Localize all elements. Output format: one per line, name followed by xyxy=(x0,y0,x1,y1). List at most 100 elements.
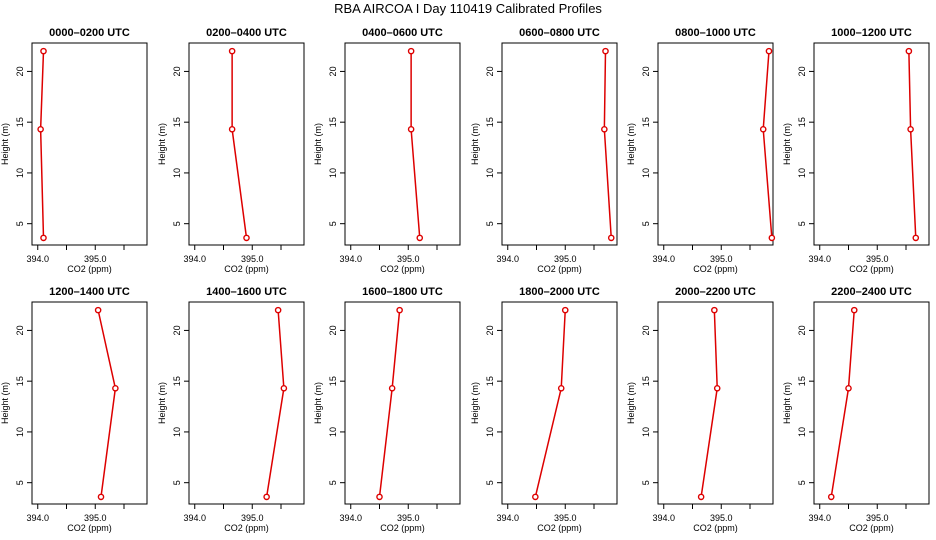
x-axis-label: CO2 (ppm) xyxy=(537,264,582,274)
y-tick-label: 20 xyxy=(641,325,651,335)
data-point xyxy=(907,125,914,133)
y-tick-label: 5 xyxy=(797,480,807,485)
x-axis-label: CO2 (ppm) xyxy=(380,264,425,274)
data-point xyxy=(94,306,102,314)
plot-frame xyxy=(344,42,461,246)
data-point xyxy=(765,47,773,55)
data-point xyxy=(759,125,767,133)
x-axis-label: CO2 (ppm) xyxy=(849,523,894,533)
data-point xyxy=(602,47,609,55)
data-point xyxy=(532,493,539,501)
y-tick-label: 20 xyxy=(485,66,495,76)
profile-line xyxy=(378,310,401,497)
data-point xyxy=(407,125,415,133)
profile-line xyxy=(908,51,917,238)
y-tick-label: 15 xyxy=(485,376,495,386)
data-point xyxy=(40,234,47,242)
x-tick-label: 395.0 xyxy=(866,254,889,264)
y-tick-label: 10 xyxy=(15,168,25,178)
data-point xyxy=(905,47,913,55)
x-tick-label: 394.0 xyxy=(183,254,206,264)
y-tick-label: 10 xyxy=(485,427,495,437)
profile-line xyxy=(410,51,421,238)
panel-title: 0600–0800 UTC xyxy=(519,27,600,39)
x-tick-label: 395.0 xyxy=(397,513,420,523)
panel-title: 1400–1600 UTC xyxy=(206,286,287,298)
y-tick-label: 10 xyxy=(797,168,807,178)
x-axis-label: CO2 (ppm) xyxy=(693,264,738,274)
plot-frame xyxy=(501,42,618,246)
profile-line xyxy=(231,51,248,238)
y-tick-label: 5 xyxy=(641,480,651,485)
y-tick-label: 20 xyxy=(15,66,25,76)
profile-line xyxy=(39,51,45,238)
y-tick-label: 15 xyxy=(172,376,182,386)
panel-title: 0400–0600 UTC xyxy=(362,27,443,39)
y-axis-label: Height (m) xyxy=(313,123,323,165)
profile-line xyxy=(830,310,855,498)
x-tick-label: 395.0 xyxy=(710,513,733,523)
y-tick-label: 20 xyxy=(172,66,182,76)
x-axis-label: CO2 (ppm) xyxy=(537,523,582,533)
x-axis-label: CO2 (ppm) xyxy=(380,523,425,533)
y-tick-label: 5 xyxy=(328,221,338,226)
data-point xyxy=(697,493,705,501)
y-tick-label: 15 xyxy=(641,117,651,127)
panel-title: 0200–0400 UTC xyxy=(206,27,287,39)
data-point xyxy=(601,125,608,133)
y-axis-label: Height (m) xyxy=(782,123,792,165)
data-point xyxy=(912,234,920,242)
data-point xyxy=(37,125,44,133)
y-tick-label: 5 xyxy=(15,480,25,485)
panel-title: 0800–1000 UTC xyxy=(675,27,756,39)
x-tick-label: 395.0 xyxy=(241,254,264,264)
data-point xyxy=(407,47,415,55)
data-point xyxy=(243,234,250,242)
profile-line xyxy=(762,51,773,238)
y-axis-label: Height (m) xyxy=(157,123,167,165)
y-axis-label: Height (m) xyxy=(626,382,636,424)
data-point xyxy=(713,384,721,392)
panel-title: 1600–1800 UTC xyxy=(362,286,443,298)
data-point xyxy=(711,306,718,314)
plot-frame xyxy=(188,301,305,505)
data-point xyxy=(263,493,270,501)
x-axis-label: CO2 (ppm) xyxy=(67,523,112,533)
plot-frame xyxy=(344,301,461,505)
y-tick-label: 10 xyxy=(172,168,182,178)
y-tick-label: 15 xyxy=(172,117,182,127)
data-point xyxy=(607,234,615,242)
data-point xyxy=(768,234,776,242)
y-axis-label: Height (m) xyxy=(470,382,480,424)
y-tick-label: 10 xyxy=(485,168,495,178)
x-tick-label: 395.0 xyxy=(866,513,889,523)
data-point xyxy=(845,384,852,392)
profile-line xyxy=(700,310,718,498)
profile-line xyxy=(265,310,285,498)
plot-frame xyxy=(188,42,305,246)
x-tick-label: 394.0 xyxy=(652,254,675,264)
profile-line xyxy=(603,51,612,238)
x-tick-label: 394.0 xyxy=(26,254,49,264)
y-tick-label: 10 xyxy=(328,427,338,437)
x-axis-label: CO2 (ppm) xyxy=(67,264,112,274)
x-tick-label: 394.0 xyxy=(496,513,519,523)
data-point xyxy=(827,493,835,501)
x-axis-label: CO2 (ppm) xyxy=(224,523,269,533)
y-tick-label: 5 xyxy=(15,221,25,226)
y-tick-label: 20 xyxy=(797,66,807,76)
y-tick-label: 5 xyxy=(485,221,495,226)
page-title: RBA AIRCOA I Day 110419 Calibrated Profi… xyxy=(334,1,602,16)
data-point xyxy=(228,125,236,133)
y-tick-label: 15 xyxy=(15,376,25,386)
panel-title: 1200–1400 UTC xyxy=(49,286,130,298)
y-tick-label: 20 xyxy=(328,325,338,335)
y-tick-label: 15 xyxy=(15,117,25,127)
y-tick-label: 15 xyxy=(797,376,807,386)
data-point xyxy=(388,384,396,392)
